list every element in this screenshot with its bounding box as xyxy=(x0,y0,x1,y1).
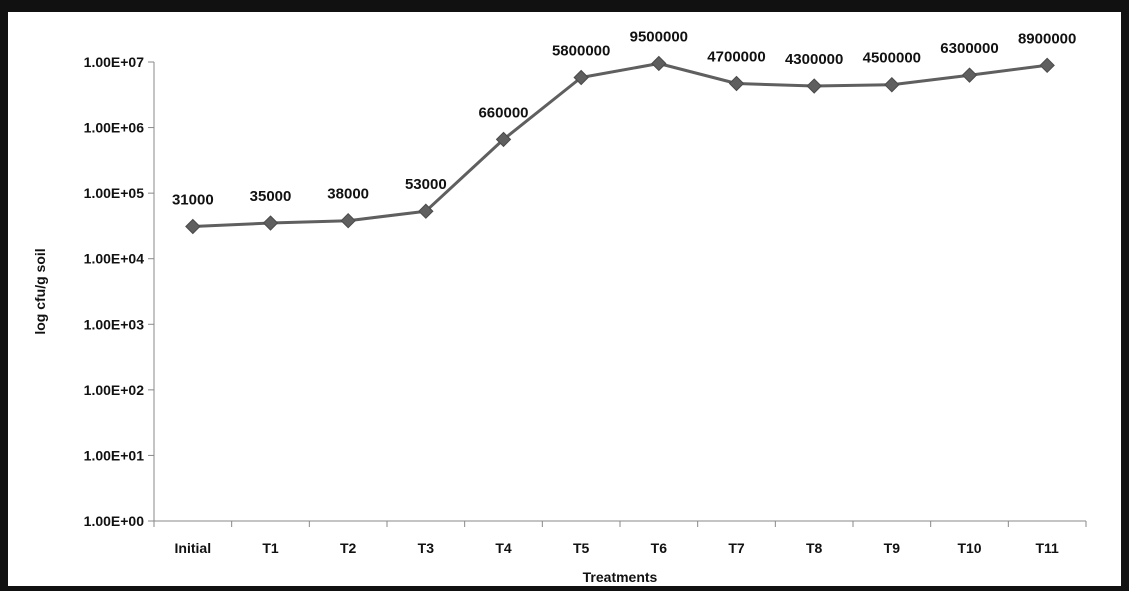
data-point-marker xyxy=(573,69,589,86)
x-tick-label: T7 xyxy=(728,540,745,556)
data-label: 4500000 xyxy=(863,50,921,67)
data-label: 8900000 xyxy=(1018,30,1076,47)
y-tick-label: 1.00E+03 xyxy=(84,316,145,332)
data-labels: 31000 35000 38000 53000 660000 5800000 9500000… xyxy=(172,28,1076,208)
y-tick-label: 1.00E+02 xyxy=(84,382,145,398)
x-tick-label: T5 xyxy=(573,540,590,556)
series-line-path xyxy=(192,62,1048,228)
y-tick-label: 1.00E+06 xyxy=(84,120,145,136)
data-label: 4700000 xyxy=(707,49,765,66)
x-tick-label: T4 xyxy=(495,540,512,556)
x-axis-ticks: Initial T1 T2 T3 T4 T5 T6 T7 T8 T9 T10 T11 xyxy=(153,521,1087,556)
data-point-marker xyxy=(340,212,356,229)
data-label: 6300000 xyxy=(940,40,998,57)
data-point-marker xyxy=(185,218,201,235)
y-axis-ticks: 1.00E+00 1.00E+01 1.00E+02 1.00E+03 1.00E+04… xyxy=(84,54,154,529)
data-point-marker xyxy=(262,215,279,231)
x-tick-label: T1 xyxy=(262,540,279,556)
data-point-marker xyxy=(728,75,745,92)
y-tick-label: 1.00E+05 xyxy=(84,185,145,201)
y-tick-label: 1.00E+04 xyxy=(84,251,145,267)
data-label: 4300000 xyxy=(785,51,843,68)
x-tick-label: T10 xyxy=(957,540,981,556)
x-axis-title: Treatments xyxy=(583,569,658,585)
series-markers xyxy=(185,55,1055,235)
data-label: 5800000 xyxy=(552,43,610,60)
data-point-marker xyxy=(806,78,822,94)
data-point-marker xyxy=(1039,57,1055,74)
x-tick-label: T3 xyxy=(418,540,435,556)
x-tick-label: T9 xyxy=(884,540,901,556)
data-point-marker xyxy=(961,67,978,83)
y-tick-label: 1.00E+07 xyxy=(84,54,145,70)
y-tick-label: 1.00E+01 xyxy=(84,447,145,463)
data-point-marker xyxy=(418,203,434,219)
data-label: 660000 xyxy=(478,104,528,121)
x-tick-label: T11 xyxy=(1035,540,1059,556)
data-label: 9500000 xyxy=(630,28,688,45)
data-point-marker xyxy=(651,55,667,72)
data-label: 31000 xyxy=(172,191,214,208)
data-label: 53000 xyxy=(405,176,447,193)
x-tick-label: T2 xyxy=(340,540,357,556)
data-label: 35000 xyxy=(250,188,292,205)
x-tick-label: T6 xyxy=(651,540,668,556)
y-axis-title: log cfu/g soil xyxy=(32,248,48,334)
series-line xyxy=(192,62,1048,228)
axes xyxy=(153,62,1086,522)
data-point-marker xyxy=(884,77,900,93)
data-point-marker xyxy=(495,131,512,148)
y-tick-label: 1.00E+00 xyxy=(84,513,145,529)
data-label: 38000 xyxy=(327,186,369,203)
x-tick-label: T8 xyxy=(806,540,823,556)
x-tick-label: Initial xyxy=(175,540,212,556)
